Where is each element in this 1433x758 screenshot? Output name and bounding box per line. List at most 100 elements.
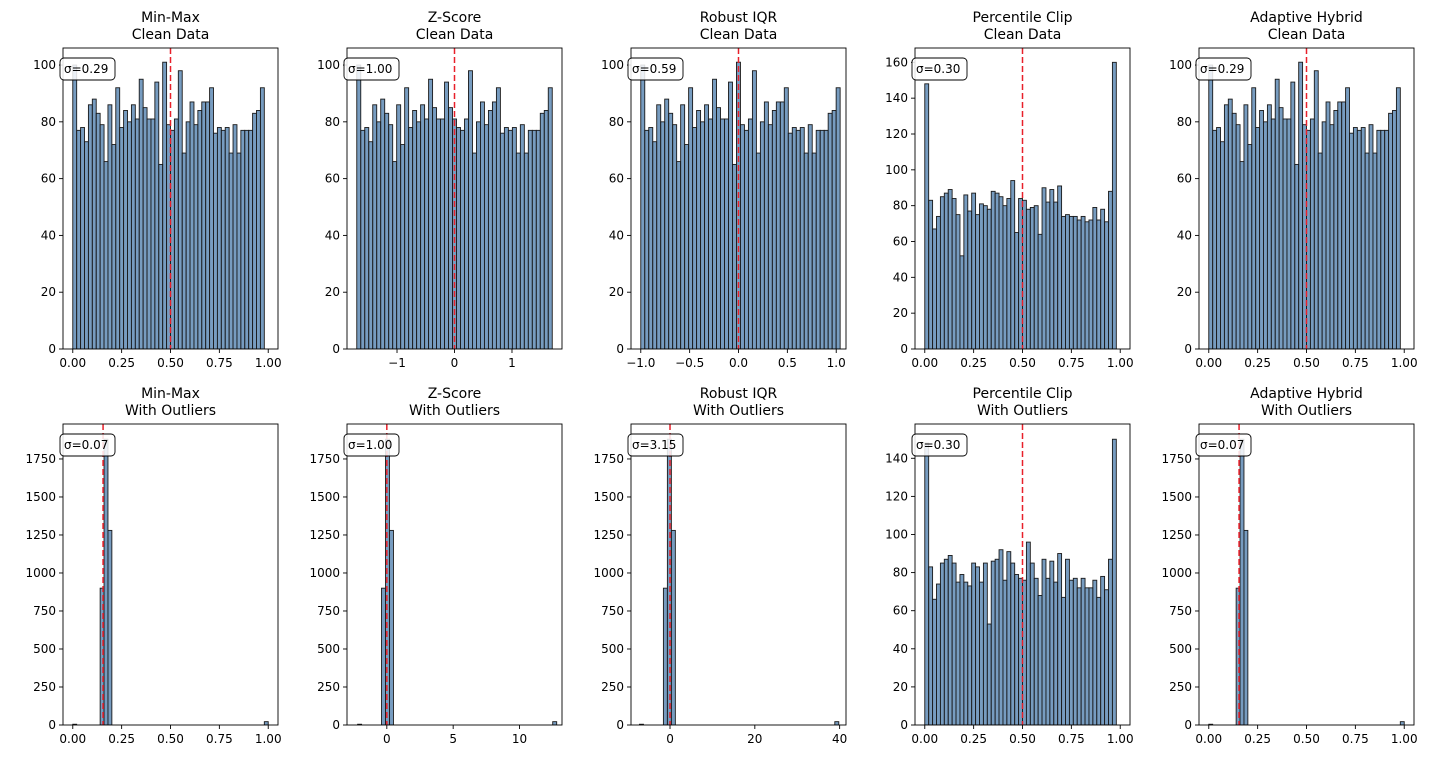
histogram-bar bbox=[959, 255, 965, 349]
histogram-bar bbox=[662, 587, 668, 725]
x-tick-label: 0 bbox=[666, 732, 674, 746]
histogram-bar bbox=[244, 129, 250, 349]
histogram-bar bbox=[799, 127, 805, 349]
histogram-bar bbox=[943, 192, 949, 349]
x-tick-label: 0.00 bbox=[911, 356, 938, 370]
histogram-bar bbox=[759, 121, 765, 349]
histogram-bar bbox=[356, 64, 362, 349]
panel-title-dataset: With Outliers bbox=[693, 403, 784, 419]
histogram-bars bbox=[1208, 438, 1405, 725]
y-tick-label: 40 bbox=[609, 228, 624, 242]
x-tick-label: 0.25 bbox=[108, 356, 135, 370]
histogram-bar bbox=[951, 562, 957, 725]
sigma-annotation: σ=0.07 bbox=[59, 433, 116, 457]
histogram-bar bbox=[201, 101, 207, 349]
sigma-annotation: σ=3.15 bbox=[627, 433, 684, 457]
histogram-bar bbox=[1053, 581, 1059, 725]
histogram-bar bbox=[1057, 553, 1063, 725]
y-tick-label: 100 bbox=[1169, 58, 1192, 72]
y-tick-label: 250 bbox=[33, 680, 56, 694]
histogram-bar bbox=[1100, 208, 1106, 349]
sigma-annotation-box bbox=[59, 433, 116, 457]
histogram-bar bbox=[408, 127, 414, 349]
histogram-bar bbox=[1235, 124, 1241, 349]
histogram-bar bbox=[815, 129, 821, 349]
histogram-bar bbox=[947, 189, 953, 349]
histogram-bar bbox=[640, 64, 646, 349]
sigma-annotation-box bbox=[627, 433, 684, 457]
histogram-bar bbox=[1084, 221, 1090, 349]
histogram-bar bbox=[107, 529, 113, 725]
histogram-bar bbox=[998, 549, 1004, 725]
panel-title-dataset: Clean Data bbox=[984, 27, 1062, 43]
histogram-bar bbox=[688, 87, 694, 349]
sigma-annotation: σ=0.29 bbox=[1195, 57, 1252, 81]
histogram-bar bbox=[248, 129, 254, 349]
sigma-annotation: σ=1.00 bbox=[343, 57, 400, 81]
histogram-bar bbox=[1395, 87, 1401, 349]
histogram-bar bbox=[213, 132, 218, 349]
histogram-bar bbox=[1239, 438, 1245, 725]
histogram-bar bbox=[372, 104, 378, 349]
y-tick-label: 60 bbox=[893, 604, 908, 618]
sigma-annotation: σ=1.00 bbox=[343, 433, 400, 457]
y-tick-label: 60 bbox=[41, 172, 56, 186]
histogram-bar bbox=[162, 61, 168, 349]
y-tick-label: 1250 bbox=[593, 528, 624, 542]
histogram-bar bbox=[967, 585, 973, 725]
histogram-bar bbox=[115, 87, 121, 349]
histogram-bar bbox=[404, 87, 410, 349]
panel-title-method: Percentile Clip bbox=[973, 386, 1073, 402]
panel-title-method: Percentile Clip bbox=[973, 10, 1073, 26]
histogram-bar bbox=[1216, 127, 1221, 349]
panel-title-dataset: With Outliers bbox=[977, 403, 1068, 419]
y-tick-label: 500 bbox=[33, 642, 56, 656]
histogram-bar bbox=[432, 107, 438, 349]
histogram-bar bbox=[936, 583, 941, 725]
histogram-bar bbox=[1108, 558, 1113, 725]
histogram-bar bbox=[1002, 579, 1008, 725]
axes-frame bbox=[630, 423, 847, 726]
y-tick-label: 80 bbox=[1177, 115, 1192, 129]
histogram-bar bbox=[1061, 215, 1066, 349]
x-tick-label: 0.5 bbox=[778, 356, 797, 370]
sigma-annotation-text: σ=0.59 bbox=[632, 62, 676, 76]
histogram-bar bbox=[99, 124, 105, 349]
y-tick-label: 20 bbox=[41, 285, 56, 299]
histogram-bar bbox=[1068, 215, 1074, 349]
histogram-bar bbox=[787, 132, 793, 349]
histogram-bar bbox=[1345, 87, 1350, 349]
histogram-bar bbox=[456, 127, 461, 349]
histogram-bars bbox=[1208, 61, 1401, 349]
histogram-bar bbox=[519, 124, 525, 349]
y-tick-label: 120 bbox=[885, 127, 908, 141]
histogram-bar bbox=[656, 104, 662, 349]
histogram-bar bbox=[1266, 104, 1272, 349]
histogram-bar bbox=[460, 129, 465, 349]
histogram-bar bbox=[1399, 721, 1405, 725]
histogram-bar bbox=[476, 121, 481, 349]
histogram-bar bbox=[819, 129, 825, 349]
histogram-bar bbox=[676, 161, 682, 349]
y-tick-label: 60 bbox=[1177, 172, 1192, 186]
histogram-bar bbox=[924, 442, 930, 725]
histogram-bar bbox=[1356, 129, 1362, 349]
histogram-bar bbox=[975, 214, 980, 349]
x-tick-label: 5 bbox=[449, 732, 457, 746]
histogram-bar bbox=[1072, 577, 1078, 725]
y-tick-label: 60 bbox=[609, 172, 624, 186]
histogram-bar bbox=[400, 144, 406, 349]
x-tick-label: −0.5 bbox=[675, 356, 704, 370]
histogram-bar bbox=[1025, 541, 1031, 725]
y-tick-label: 100 bbox=[317, 58, 340, 72]
sigma-annotation-text: σ=0.07 bbox=[1200, 438, 1244, 452]
x-tick-label: 0.75 bbox=[1058, 356, 1085, 370]
x-tick-label: 0.00 bbox=[59, 356, 86, 370]
x-tick-label: 1.00 bbox=[1391, 356, 1418, 370]
histogram-bar bbox=[1088, 587, 1094, 725]
x-tick-label: 0.50 bbox=[1009, 356, 1036, 370]
histogram-bar bbox=[932, 228, 937, 349]
histogram-bar bbox=[189, 101, 195, 349]
